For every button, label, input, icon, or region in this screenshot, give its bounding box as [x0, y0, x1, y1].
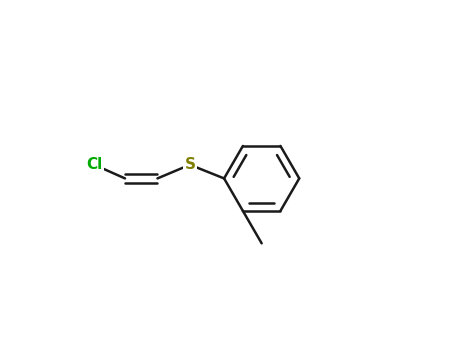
Text: S: S [184, 157, 195, 172]
Text: Cl: Cl [86, 157, 102, 172]
